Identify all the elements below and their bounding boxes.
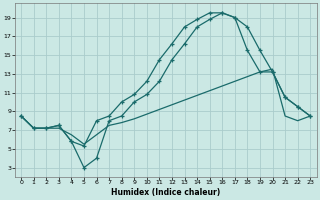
X-axis label: Humidex (Indice chaleur): Humidex (Indice chaleur) xyxy=(111,188,220,197)
